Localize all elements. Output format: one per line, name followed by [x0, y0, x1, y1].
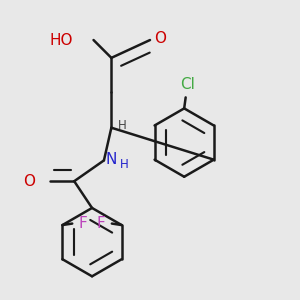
Text: H: H: [120, 158, 129, 171]
Text: F: F: [97, 216, 105, 231]
Text: N: N: [105, 152, 117, 167]
Text: H: H: [118, 119, 127, 132]
Text: F: F: [79, 216, 88, 231]
Text: O: O: [154, 31, 166, 46]
Text: O: O: [24, 174, 36, 189]
Text: Cl: Cl: [180, 77, 195, 92]
Text: HO: HO: [49, 32, 73, 47]
